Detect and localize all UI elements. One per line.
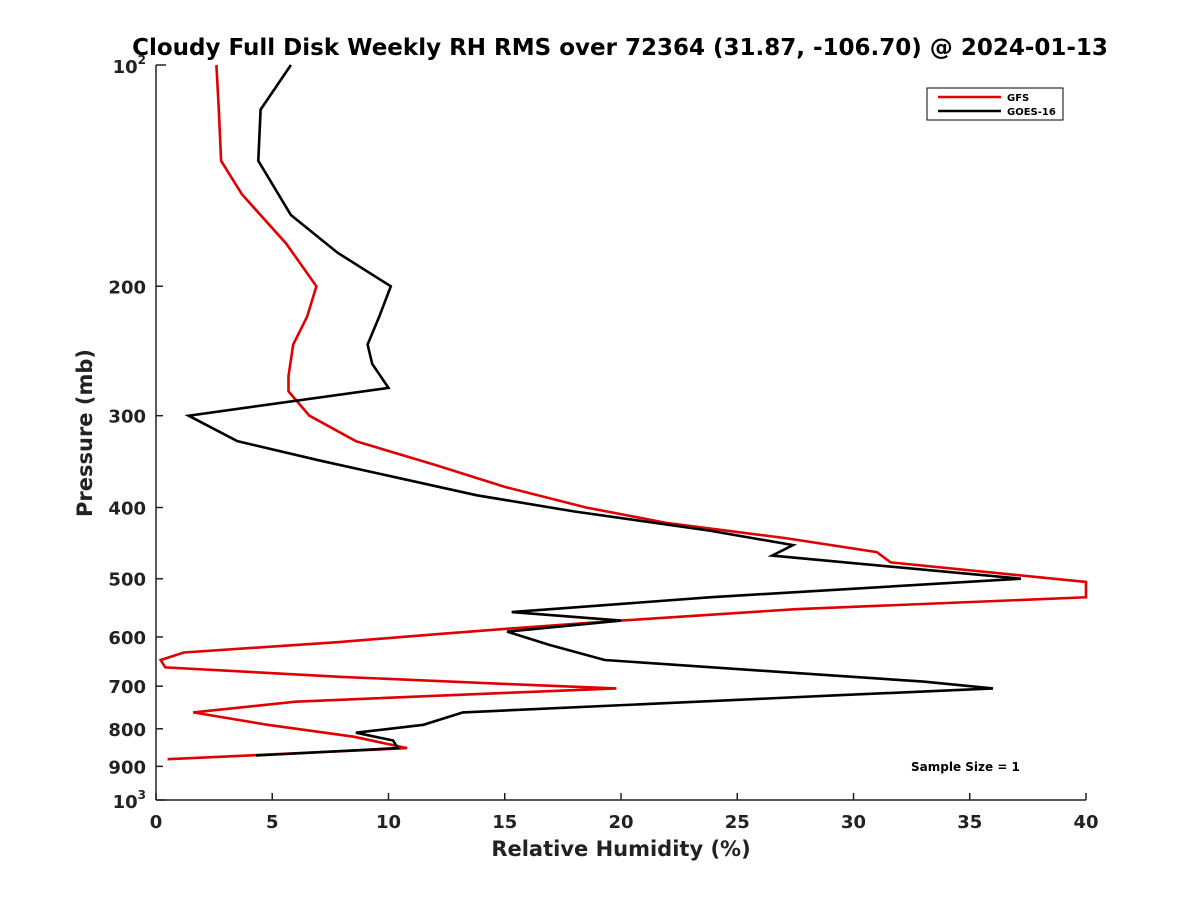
series-line-gfs <box>158 64 1088 761</box>
x-tick-label: 10 <box>376 812 401 833</box>
x-tick-label: 30 <box>841 812 866 833</box>
x-tick-label: 40 <box>1073 812 1098 833</box>
x-tick-label: 35 <box>957 812 982 833</box>
x-tick-label: 5 <box>266 812 279 833</box>
x-tick-label: 15 <box>492 812 517 833</box>
x-axis-ticks: 0 5 10 15 20 25 30 35 40 <box>150 793 1099 833</box>
y-tick-label: 400 <box>108 499 146 520</box>
y-tick-label: 900 <box>108 757 146 778</box>
legend-label-gfs: GFS <box>1007 93 1029 104</box>
y-axis-ticks: 200 300 400 500 600 700 800 900 102 103 <box>108 53 166 813</box>
x-tick-label: 20 <box>608 812 633 833</box>
y-tick-label: 800 <box>108 720 146 741</box>
x-tick-label: 0 <box>150 812 163 833</box>
x-tick-label: 25 <box>725 812 750 833</box>
x-axis-label: Relative Humidity (%) <box>491 837 750 861</box>
y-tick-label: 300 <box>108 407 146 428</box>
y-axis-label: Pressure (mb) <box>73 349 97 517</box>
chart-title: Cloudy Full Disk Weekly RH RMS over 7236… <box>132 35 1108 61</box>
series-layer <box>158 64 1088 761</box>
legend-label-goes16: GOES-16 <box>1007 107 1056 118</box>
legend: GFS GOES-16 <box>926 87 1064 121</box>
y-decade-tick-label: 103 <box>113 788 146 813</box>
y-tick-label: 600 <box>108 628 146 649</box>
sample-size-note: Sample Size = 1 <box>911 760 1020 774</box>
series-line-goes16 <box>184 64 1022 757</box>
y-tick-label: 700 <box>108 677 146 698</box>
y-tick-label: 500 <box>108 570 146 591</box>
y-tick-label: 200 <box>108 277 146 298</box>
legend-box <box>926 87 1064 121</box>
y-decade-tick-label: 102 <box>113 53 146 78</box>
